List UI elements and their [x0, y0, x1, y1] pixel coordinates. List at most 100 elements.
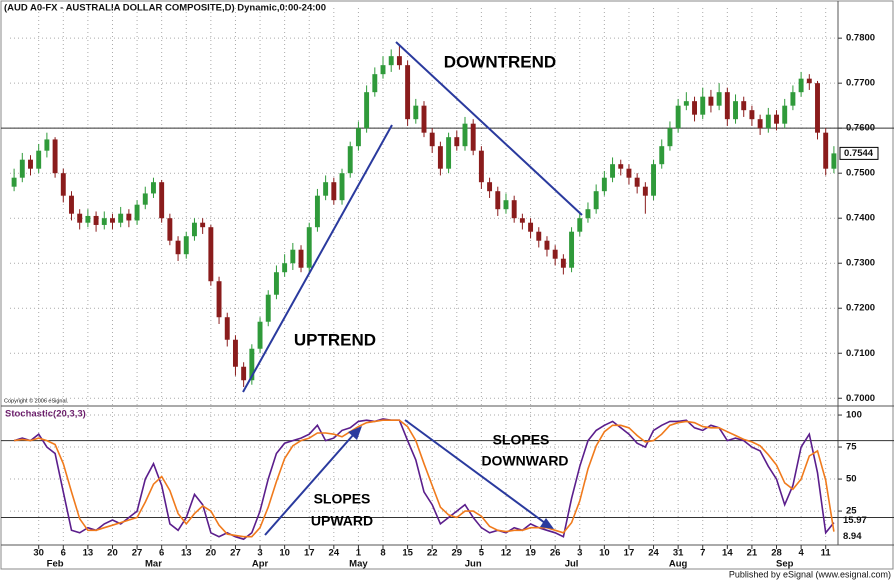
- x-tick-label: 6: [61, 548, 66, 559]
- candle-body: [815, 83, 820, 133]
- candle-body: [634, 177, 640, 187]
- y-tick-label: 50: [846, 474, 857, 485]
- arrow-head: [348, 426, 362, 440]
- candle-body: [503, 200, 509, 210]
- candle-body: [675, 105, 681, 129]
- month-label: May: [349, 559, 368, 570]
- x-tick-label: 14: [722, 548, 733, 559]
- candle-body: [36, 150, 42, 169]
- y-tick-label: 0.7700: [846, 78, 875, 89]
- x-tick-label: 29: [452, 548, 463, 559]
- candle-body: [667, 128, 673, 147]
- candle-body: [683, 101, 689, 106]
- x-tick-label: 21: [747, 548, 758, 559]
- copyright: Copyright © 2006 eSignal.: [4, 397, 69, 404]
- x-tick-label: 4: [798, 548, 804, 559]
- y-tick-label: 25: [846, 506, 857, 517]
- indicator-title: Stochastic(20,3,3): [5, 409, 86, 420]
- candle-body: [774, 114, 779, 124]
- candle-body: [413, 105, 419, 120]
- candle-body: [421, 105, 427, 133]
- month-label: Feb: [47, 559, 64, 570]
- candle-body: [69, 195, 74, 214]
- candle-body: [577, 218, 583, 232]
- candle-body: [618, 164, 624, 169]
- last-price-box: [839, 146, 879, 160]
- candle-body: [200, 222, 206, 228]
- x-tick-label: 27: [132, 548, 143, 559]
- candle-body: [364, 92, 370, 129]
- candle-body: [380, 65, 386, 75]
- candle-body: [11, 177, 17, 187]
- candle-body: [323, 182, 329, 196]
- candle-body: [216, 281, 222, 318]
- x-tick-label: 7: [700, 548, 705, 559]
- candle-body: [437, 146, 443, 169]
- month-label: Sep: [776, 559, 794, 570]
- candle-body: [519, 218, 525, 223]
- candle-body: [585, 209, 591, 219]
- x-tick-label: 13: [83, 548, 94, 559]
- candle-body: [716, 92, 722, 106]
- x-tick-label: 27: [230, 548, 241, 559]
- candle-body: [355, 128, 361, 147]
- y-tick-label: 0.7000: [846, 393, 875, 404]
- x-tick-label: 17: [304, 548, 315, 559]
- candle-body: [151, 182, 156, 194]
- annotation: SLOPES: [314, 491, 371, 507]
- annotation: UPTREND: [294, 330, 376, 349]
- candle-body: [544, 240, 550, 250]
- candle-body: [241, 366, 247, 381]
- candle-body: [28, 159, 33, 169]
- candle-body: [191, 222, 197, 237]
- candle-body: [610, 164, 616, 178]
- candle-body: [733, 101, 738, 120]
- month-label: Apr: [252, 559, 269, 570]
- candle-body: [396, 56, 402, 66]
- y-tick-label: 0.7100: [846, 348, 875, 359]
- y-tick-label: 0.7300: [846, 258, 875, 269]
- candle-body: [388, 56, 394, 66]
- candle-body: [495, 191, 501, 210]
- x-tick-label: 20: [206, 548, 217, 559]
- candle-body: [806, 78, 812, 84]
- y-tick-label: 100: [846, 410, 862, 421]
- candle-body: [52, 139, 58, 174]
- candle-body: [798, 78, 804, 93]
- candle-body: [257, 321, 263, 349]
- x-tick-label: 10: [279, 548, 290, 559]
- candle-body: [159, 182, 165, 219]
- candle-body: [339, 173, 345, 201]
- x-tick-label: 1: [356, 548, 362, 559]
- month-label: Aug: [669, 559, 688, 570]
- uptrend-line: [242, 124, 393, 393]
- candle-body: [511, 200, 517, 219]
- y-tick-label: 0.7200: [846, 303, 875, 314]
- candle-body: [782, 105, 788, 124]
- downtrend-line: [395, 41, 583, 216]
- candle-body: [126, 213, 132, 221]
- candle-body: [470, 123, 476, 151]
- annotations: DOWNTREND UPTREND SLOPES UPWARD SLOPES D…: [242, 41, 583, 536]
- candle-body: [347, 146, 353, 174]
- x-tick-label: 24: [648, 548, 659, 559]
- footer: Published by eSignal (www.esignal.com): [729, 569, 891, 579]
- candle-body: [183, 236, 189, 255]
- candle-body: [306, 227, 312, 268]
- candle-body: [741, 101, 747, 111]
- candle-body: [478, 150, 484, 183]
- candle-body: [757, 119, 763, 129]
- x-tick-label: 13: [181, 548, 192, 559]
- candle-body: [134, 204, 140, 221]
- y-tick-label: 0.7400: [846, 213, 875, 224]
- candle-body: [692, 101, 697, 115]
- candle-body: [249, 348, 255, 381]
- chart-title: (AUD A0-FX - AUSTRALIA DOLLAR COMPOSITE,…: [4, 3, 326, 14]
- candle-body: [593, 191, 599, 210]
- candle-body: [405, 65, 411, 120]
- candle-body: [265, 294, 271, 322]
- x-tick-label: 10: [599, 548, 610, 559]
- annotation: DOWNTREND: [444, 52, 556, 71]
- annotation: SLOPES: [493, 432, 550, 448]
